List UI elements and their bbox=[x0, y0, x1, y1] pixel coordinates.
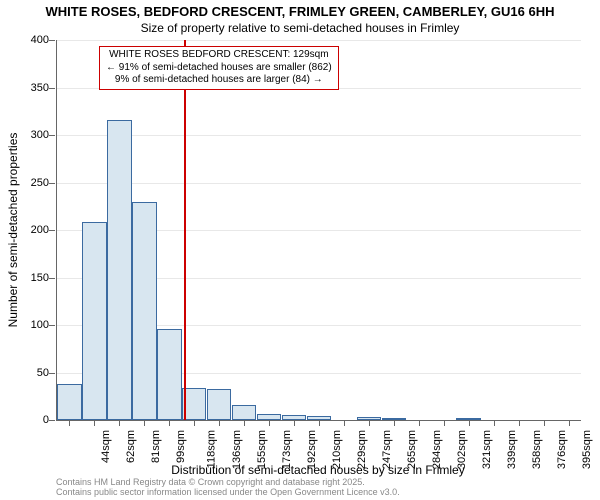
y-tick-label: 350 bbox=[9, 82, 49, 94]
histogram-bar bbox=[107, 120, 131, 420]
x-tick bbox=[394, 420, 395, 426]
callout-line-1: WHITE ROSES BEDFORD CRESCENT: 129sqm bbox=[106, 49, 332, 62]
attribution-line-2: Contains public sector information licen… bbox=[56, 488, 400, 498]
y-tick bbox=[49, 373, 55, 374]
y-tick-label: 0 bbox=[9, 414, 49, 426]
y-tick bbox=[49, 278, 55, 279]
y-tick-label: 100 bbox=[9, 319, 49, 331]
x-tick-label: 395sqm bbox=[581, 430, 593, 469]
y-tick bbox=[49, 325, 55, 326]
x-tick bbox=[169, 420, 170, 426]
histogram-bar bbox=[207, 389, 231, 420]
x-tick-label: 44sqm bbox=[101, 430, 113, 463]
x-tick bbox=[294, 420, 295, 426]
x-tick-label: 99sqm bbox=[175, 430, 187, 463]
y-tick bbox=[49, 40, 55, 41]
x-tick bbox=[469, 420, 470, 426]
gridline bbox=[57, 135, 581, 136]
x-tick bbox=[319, 420, 320, 426]
x-tick-label: 62sqm bbox=[125, 430, 137, 463]
chart-subtitle: Size of property relative to semi-detach… bbox=[0, 21, 600, 35]
x-tick bbox=[544, 420, 545, 426]
y-tick bbox=[49, 135, 55, 136]
y-tick-label: 50 bbox=[9, 367, 49, 379]
callout-line-3: 9% of semi-detached houses are larger (8… bbox=[106, 74, 332, 87]
x-tick bbox=[419, 420, 420, 426]
marker-line bbox=[184, 40, 186, 420]
x-axis-label: Distribution of semi-detached houses by … bbox=[56, 463, 580, 477]
histogram-bar bbox=[82, 222, 106, 420]
y-tick-label: 300 bbox=[9, 129, 49, 141]
plot-area: 05010015020025030035040044sqm62sqm81sqm9… bbox=[56, 40, 581, 421]
y-tick-label: 400 bbox=[9, 34, 49, 46]
y-tick bbox=[49, 88, 55, 89]
callout-box: WHITE ROSES BEDFORD CRESCENT: 129sqm ← 9… bbox=[99, 46, 339, 90]
x-tick bbox=[344, 420, 345, 426]
x-tick bbox=[69, 420, 70, 426]
y-tick-label: 150 bbox=[9, 272, 49, 284]
histogram-chart: WHITE ROSES, BEDFORD CRESCENT, FRIMLEY G… bbox=[0, 0, 600, 500]
x-tick bbox=[194, 420, 195, 426]
x-tick bbox=[244, 420, 245, 426]
x-tick-label: 81sqm bbox=[150, 430, 162, 463]
x-tick bbox=[144, 420, 145, 426]
histogram-bar bbox=[157, 329, 181, 420]
chart-title: WHITE ROSES, BEDFORD CRESCENT, FRIMLEY G… bbox=[0, 4, 600, 19]
y-tick-label: 250 bbox=[9, 177, 49, 189]
x-tick bbox=[94, 420, 95, 426]
histogram-bar bbox=[57, 384, 81, 420]
callout-line-2: ← 91% of semi-detached houses are smalle… bbox=[106, 62, 332, 75]
x-tick bbox=[444, 420, 445, 426]
x-tick bbox=[369, 420, 370, 426]
x-tick bbox=[494, 420, 495, 426]
y-tick bbox=[49, 230, 55, 231]
y-tick bbox=[49, 420, 55, 421]
y-tick-label: 200 bbox=[9, 224, 49, 236]
x-tick bbox=[519, 420, 520, 426]
x-tick bbox=[219, 420, 220, 426]
x-tick bbox=[569, 420, 570, 426]
histogram-bar bbox=[232, 405, 256, 420]
x-tick bbox=[119, 420, 120, 426]
gridline bbox=[57, 183, 581, 184]
gridline bbox=[57, 40, 581, 41]
x-tick bbox=[269, 420, 270, 426]
histogram-bar bbox=[132, 202, 156, 421]
y-tick bbox=[49, 183, 55, 184]
attribution: Contains HM Land Registry data © Crown c… bbox=[56, 478, 400, 498]
